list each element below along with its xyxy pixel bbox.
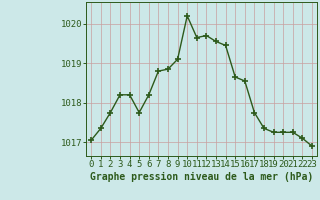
X-axis label: Graphe pression niveau de la mer (hPa): Graphe pression niveau de la mer (hPa) xyxy=(90,172,313,182)
